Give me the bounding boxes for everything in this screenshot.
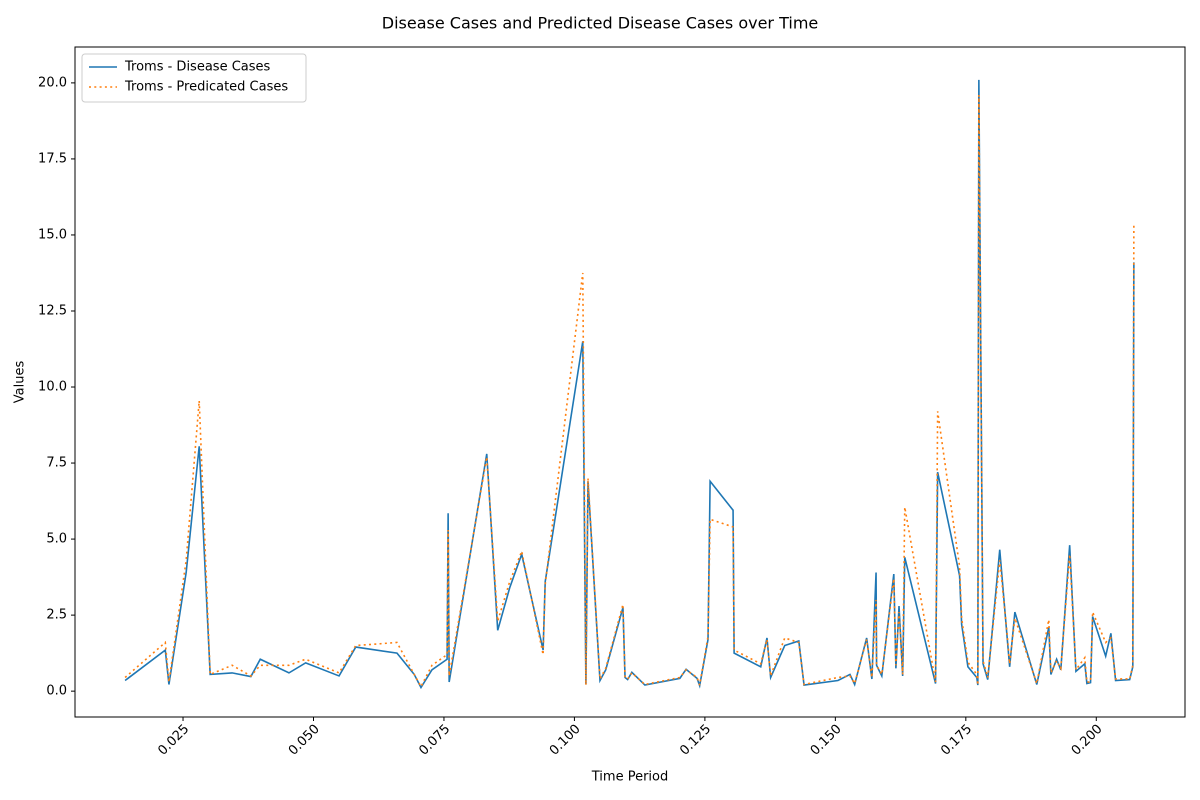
y-axis-label: Values bbox=[13, 361, 28, 404]
y-tick-label: 2.5 bbox=[46, 608, 67, 623]
y-tick-label: 12.5 bbox=[38, 303, 67, 318]
chart-title: Disease Cases and Predicted Disease Case… bbox=[382, 14, 819, 33]
data-line bbox=[124, 79, 1135, 690]
legend-box bbox=[81, 53, 307, 103]
y-tick-label: 7.5 bbox=[46, 456, 67, 471]
legend-label: Troms - Predicated Cases bbox=[124, 80, 288, 95]
data-line bbox=[124, 95, 1135, 689]
y-tick-label: 10.0 bbox=[38, 380, 67, 395]
y-tick-label: 0.0 bbox=[46, 684, 67, 699]
x-axis-label: Time Period bbox=[591, 770, 668, 785]
y-tick-label: 5.0 bbox=[46, 532, 67, 547]
y-tick-label: 17.5 bbox=[38, 151, 67, 166]
y-tick-label: 20.0 bbox=[38, 75, 67, 90]
legend-label: Troms - Disease Cases bbox=[124, 60, 271, 75]
plot-frame bbox=[74, 46, 1186, 718]
y-tick-label: 15.0 bbox=[38, 227, 67, 242]
